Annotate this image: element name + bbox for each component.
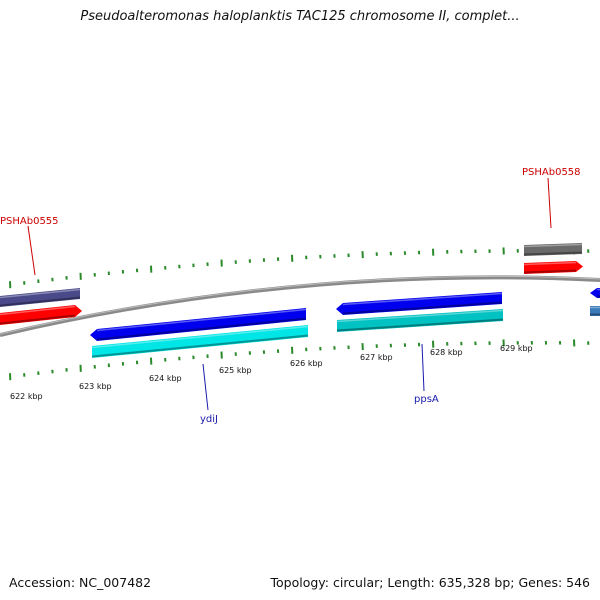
gene-ppsa-box: [336, 309, 504, 332]
label-leader-pshab0558: [547, 177, 552, 229]
gene-edge-box: [590, 306, 600, 316]
kbp-labels: 622 kbp 623 kbp 624 kbp 625 kbp 626 kbp …: [10, 344, 533, 401]
gene-ydij-box: [91, 325, 309, 358]
gene-pshab0558-arrow: [523, 261, 583, 274]
gene-label-ppsa: ppsA: [414, 394, 439, 405]
gene-label-pshab0555: PSHAb0555: [0, 216, 59, 227]
kbp-label: 626 kbp: [290, 359, 323, 368]
kbp-label: 628 kbp: [430, 348, 463, 357]
kbp-label: 627 kbp: [360, 353, 393, 362]
accession-text: Accession: NC_007482: [9, 575, 152, 590]
label-leader-ydij: [202, 363, 209, 411]
chromosome-backbone-highlight: [0, 275, 600, 335]
gene-ydij-arrow: [90, 308, 307, 341]
label-leader-ppsa: [421, 343, 425, 392]
gene-pshab0558-box: [523, 243, 583, 256]
kbp-label: 623 kbp: [79, 382, 112, 391]
topology-text: Topology: circular; Length: 635,328 bp; …: [270, 575, 591, 590]
gene-pshab0555-arrow: [0, 305, 82, 325]
kbp-label: 622 kbp: [10, 392, 43, 401]
gene-label-ydij: ydiJ: [200, 414, 218, 425]
map-title: Pseudoalteromonas haloplanktis TAC125 ch…: [80, 9, 520, 24]
chromosome-backbone: [0, 275, 600, 337]
gene-features: [0, 243, 600, 358]
gene-ppsa-arrow: [336, 292, 503, 315]
kbp-label: 629 kbp: [500, 344, 533, 353]
gene-pshab0555-box: [0, 288, 81, 307]
kbp-label: 624 kbp: [149, 374, 182, 383]
kbp-label: 625 kbp: [219, 366, 252, 375]
gene-edge-arrow: [590, 288, 600, 298]
gene-label-pshab0558: PSHAb0558: [522, 167, 581, 178]
label-leader-pshab0555: [27, 225, 36, 276]
